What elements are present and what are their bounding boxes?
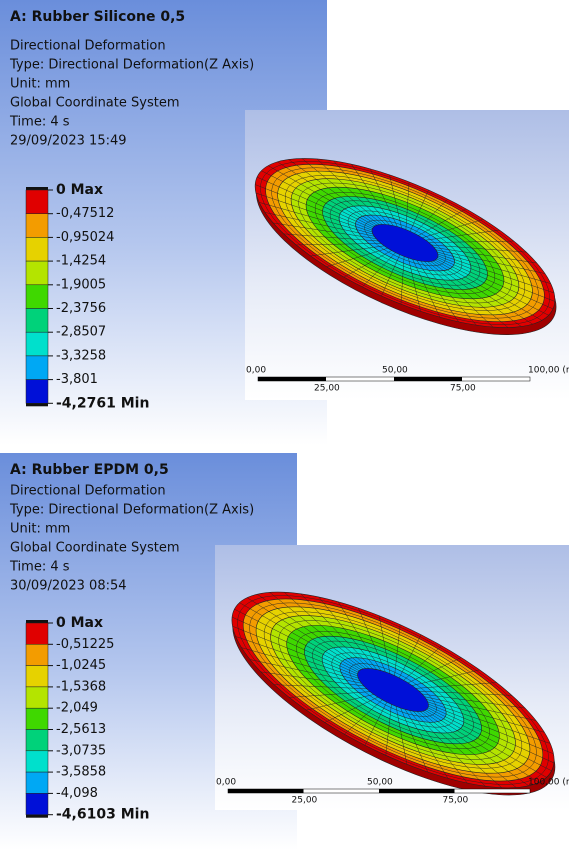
legend-swatch [26, 666, 48, 687]
info-line: Unit: mm [10, 522, 70, 537]
legend-label: -4,6103 Min [56, 807, 149, 823]
legend-label: 0 Max [56, 615, 103, 631]
scale-bar-segment [394, 377, 462, 381]
scale-label: 100,00 (mm) [528, 778, 569, 788]
legend-swatch [26, 356, 48, 380]
legend-label: -1,5368 [56, 679, 106, 694]
scale-label: 75,00 [443, 796, 469, 806]
info-line: Type: Directional Deformation(Z Axis) [9, 503, 254, 518]
scale-label: 75,00 [450, 384, 476, 394]
legend-label: 0 Max [56, 182, 103, 198]
info-line: Directional Deformation [10, 39, 166, 54]
legend-cap [26, 815, 48, 818]
legend-label: -1,0245 [56, 658, 106, 673]
scale-bar-segment [379, 789, 455, 793]
panel-title: A: Rubber EPDM 0,5 [10, 462, 169, 478]
info-line: Time: 4 s [9, 560, 70, 575]
legend-swatch [26, 687, 48, 708]
legend-label: -3,0735 [56, 743, 106, 758]
panel-title: A: Rubber Silicone 0,5 [10, 9, 185, 25]
legend-label: -3,3258 [56, 348, 106, 363]
legend-label: -2,049 [56, 701, 98, 716]
legend-label: -0,47512 [56, 206, 114, 221]
legend-swatch [26, 261, 48, 285]
legend-label: -3,5858 [56, 765, 106, 780]
legend-swatch [26, 751, 48, 772]
legend-swatch [26, 708, 48, 729]
scale-label: 50,00 [367, 778, 393, 788]
info-line: Global Coordinate System [10, 541, 179, 556]
info-line: Time: 4 s [9, 115, 70, 130]
legend-swatch [26, 380, 48, 404]
legend-label: -2,3756 [56, 301, 106, 316]
info-line: Directional Deformation [10, 484, 166, 499]
scale-label: 0,00 [246, 366, 266, 376]
scale-bar-segment [258, 377, 326, 381]
scale-bar-segment [228, 789, 304, 793]
legend-swatch [26, 332, 48, 356]
legend-label: -2,5613 [56, 722, 106, 737]
legend-swatch [26, 793, 48, 814]
legend-cap [26, 620, 48, 623]
scale-label: 100,00 (mm) [528, 366, 569, 376]
legend-label: -1,9005 [56, 277, 106, 292]
legend-label: -4,2761 Min [56, 395, 149, 411]
legend-label: -4,098 [56, 786, 98, 801]
scale-label: 0,00 [216, 778, 236, 788]
legend-swatch [26, 237, 48, 261]
info-line: Type: Directional Deformation(Z Axis) [9, 58, 254, 73]
legend-cap [26, 403, 48, 406]
scale-label: 25,00 [314, 384, 340, 394]
legend-swatch [26, 214, 48, 238]
screenshot: A: Rubber Silicone 0,5 Directional Deform… [0, 0, 569, 850]
legend-label: -2,8507 [56, 325, 106, 340]
legend-swatch [26, 309, 48, 333]
scale-label: 25,00 [292, 796, 318, 806]
legend-swatch [26, 772, 48, 793]
legend-swatch [26, 285, 48, 309]
legend-swatch [26, 644, 48, 665]
info-line: Global Coordinate System [10, 96, 179, 111]
legend-label: -0,51225 [56, 637, 114, 652]
info-line: 29/09/2023 15:49 [10, 134, 127, 149]
info-line: 30/09/2023 08:54 [10, 579, 127, 594]
legend-swatch [26, 623, 48, 644]
info-line: Unit: mm [10, 77, 70, 92]
legend-cap [26, 187, 48, 190]
legend-swatch [26, 730, 48, 751]
legend-label: -3,801 [56, 372, 98, 387]
scale-label: 50,00 [382, 366, 408, 376]
legend-label: -0,95024 [56, 230, 114, 245]
legend-label: -1,4254 [56, 254, 106, 269]
legend-swatch [26, 190, 48, 214]
